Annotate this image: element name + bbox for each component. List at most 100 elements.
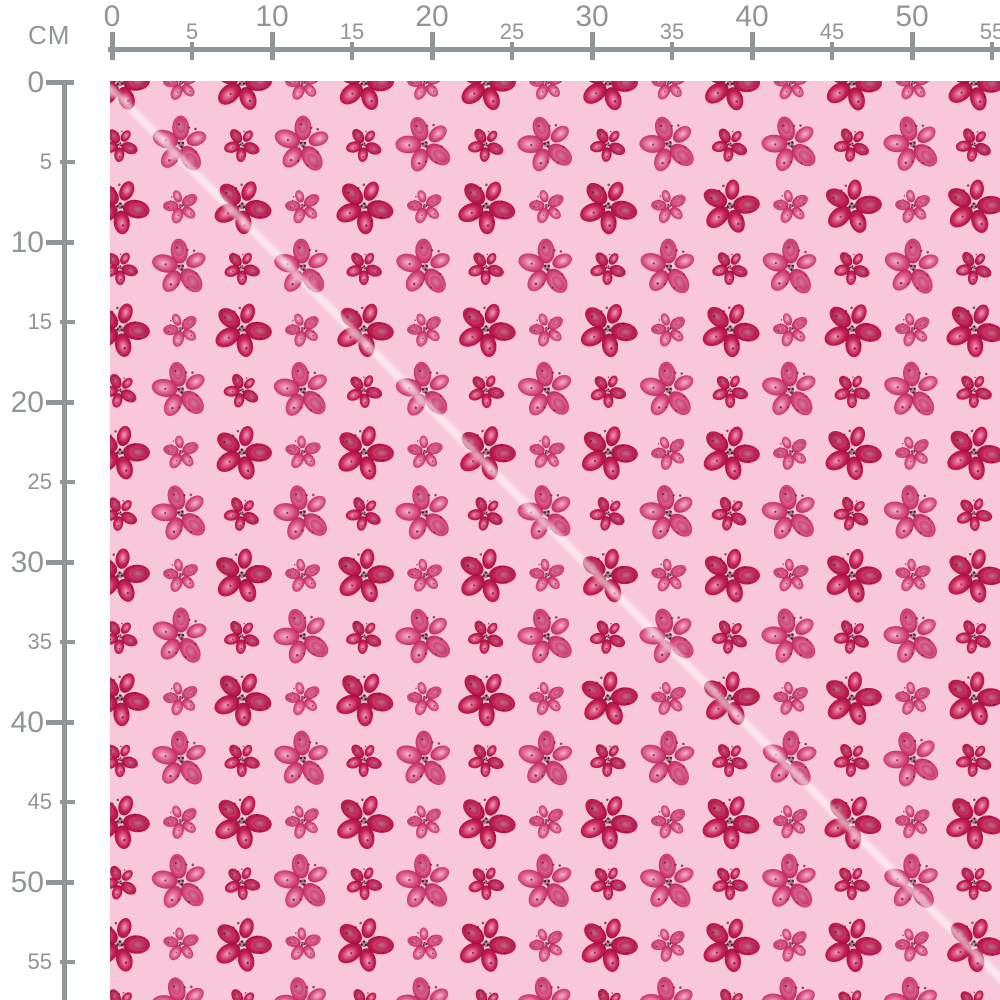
flower-motif	[697, 298, 764, 362]
flower-motif	[340, 122, 388, 168]
flower-motif	[766, 551, 817, 600]
flower-motif	[871, 841, 955, 926]
flower-motif	[698, 545, 763, 607]
flower-motif	[696, 789, 764, 854]
flower-motif	[749, 596, 833, 679]
ruler-top-tick	[670, 42, 674, 60]
flower-motif	[505, 965, 589, 1000]
flower-motif	[952, 985, 996, 1000]
ruler-top-tick-label: 20	[415, 0, 449, 33]
flower-motif	[383, 473, 467, 556]
flower-motif	[888, 551, 939, 600]
ruler-left-tick	[60, 640, 75, 644]
flower-motif	[871, 349, 955, 434]
flower-motif	[218, 614, 266, 660]
flower-motif	[521, 918, 574, 970]
flower-motif	[939, 789, 1000, 855]
flower-motif	[139, 350, 223, 433]
ruler-top-tick	[910, 32, 915, 60]
ruler-top-tick	[350, 42, 354, 60]
flower-motif	[696, 665, 765, 732]
flower-motif	[330, 174, 399, 240]
flower-motif	[156, 428, 207, 477]
flower-motif	[261, 841, 345, 925]
flower-motif	[110, 738, 143, 782]
flower-motif	[586, 862, 630, 905]
ruler-top-tick	[190, 42, 194, 60]
ruler-top-tick-label: 30	[575, 0, 609, 33]
flower-motif	[399, 795, 452, 847]
flower-motif	[110, 858, 145, 908]
flower-motif	[401, 920, 450, 969]
flower-motif	[695, 173, 766, 241]
flower-motif	[765, 918, 818, 970]
flower-motif	[820, 81, 885, 115]
flower-motif	[887, 303, 940, 355]
flower-motif	[643, 303, 696, 355]
flower-motif	[705, 613, 755, 661]
flower-motif	[217, 490, 267, 538]
flower-motif	[156, 920, 207, 969]
flower-motif	[278, 81, 329, 109]
fabric-swatch[interactable]	[110, 81, 1000, 1000]
flower-motif	[339, 490, 389, 538]
ruler-left-tick-label: 55	[27, 949, 52, 974]
flower-motif	[820, 914, 885, 976]
flower-motif	[573, 173, 644, 241]
flower-motif	[261, 473, 345, 556]
flower-motif	[872, 720, 954, 801]
ruler-left-tick	[46, 80, 74, 85]
flower-motif	[749, 349, 833, 434]
flower-motif	[949, 613, 999, 661]
flower-motif	[818, 173, 887, 240]
flower-motif	[699, 423, 762, 482]
flower-motif	[343, 370, 386, 412]
flower-motif	[765, 303, 818, 355]
ruler-top-tick	[430, 32, 435, 60]
flower-motif	[871, 473, 955, 556]
flower-motif	[765, 426, 818, 478]
ruler-top-tick	[750, 32, 755, 60]
flower-motif	[451, 174, 521, 240]
ruler-left-line	[62, 80, 67, 1000]
flower-motif	[943, 546, 1000, 606]
flower-motif	[399, 303, 452, 355]
flower-motif	[110, 542, 155, 609]
flower-motif	[888, 673, 939, 724]
flower-motif	[521, 795, 574, 847]
ruler-left-tick-label: 40	[10, 706, 44, 739]
flower-motif	[208, 81, 277, 117]
flower-motif	[451, 665, 522, 733]
flower-motif	[110, 490, 145, 538]
flower-motif	[627, 104, 710, 187]
flower-motif	[110, 366, 145, 416]
flower-motif	[949, 121, 999, 169]
flower-motif	[155, 795, 208, 847]
flower-motif	[523, 428, 572, 477]
flower-motif	[627, 965, 711, 1000]
ruler-top-line	[108, 47, 1000, 52]
flower-motif	[156, 550, 207, 601]
ruler-left-tick	[46, 880, 74, 885]
ruler-top-tick-label: 0	[103, 0, 121, 33]
flower-motif	[942, 81, 1000, 114]
flower-motif	[749, 473, 833, 556]
flower-motif	[818, 297, 886, 362]
flower-motif	[110, 914, 153, 975]
flower-motif	[383, 965, 467, 1000]
flower-motif	[261, 103, 344, 187]
flower-motif	[707, 245, 754, 291]
flower-motif	[329, 666, 399, 732]
flower-motif	[827, 489, 877, 539]
flower-motif	[505, 226, 588, 310]
flower-motif	[888, 81, 939, 108]
ruler-top-tick-label: 10	[255, 0, 289, 33]
ruler-unit-label: CM	[28, 20, 71, 50]
flower-motif	[871, 964, 955, 1000]
flower-motif	[699, 915, 762, 975]
flower-motif	[399, 180, 452, 232]
flower-motif	[573, 665, 644, 733]
flower-motif	[110, 982, 145, 1000]
flower-motif	[400, 81, 451, 109]
flower-motif	[208, 666, 277, 732]
